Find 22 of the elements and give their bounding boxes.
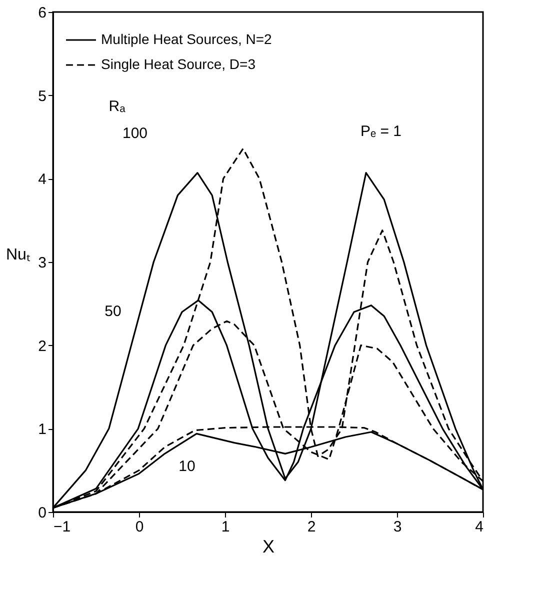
y-tick-label: 1 xyxy=(38,421,46,438)
legend-label: Multiple Heat Sources, N=2 xyxy=(101,31,272,47)
x-tick-label: 0 xyxy=(135,518,144,536)
y-axis-title: Nuₜ xyxy=(6,246,30,264)
y-tick-label: 0 xyxy=(38,504,46,522)
annotation: Rₐ xyxy=(108,98,126,115)
x-tick-label: −1 xyxy=(54,518,71,536)
annotation: 50 xyxy=(104,303,122,320)
y-tick-label: 2 xyxy=(38,338,46,355)
annotation: 10 xyxy=(178,458,196,475)
x-tick-label: 2 xyxy=(307,518,316,536)
annotation: 100 xyxy=(122,125,148,142)
legend-label: Single Heat Source, D=3 xyxy=(101,56,256,72)
x-axis-title: X xyxy=(262,536,275,556)
x-tick-label: 1 xyxy=(221,518,230,536)
y-tick-label: 5 xyxy=(38,88,46,105)
x-tick-label: 3 xyxy=(393,518,402,536)
y-tick-label: 6 xyxy=(38,4,46,22)
annotation: Pₑ = 1 xyxy=(360,123,402,140)
y-tick-label: 4 xyxy=(38,171,46,188)
y-tick-label: 3 xyxy=(38,254,46,272)
x-tick-label: 4 xyxy=(475,518,484,536)
